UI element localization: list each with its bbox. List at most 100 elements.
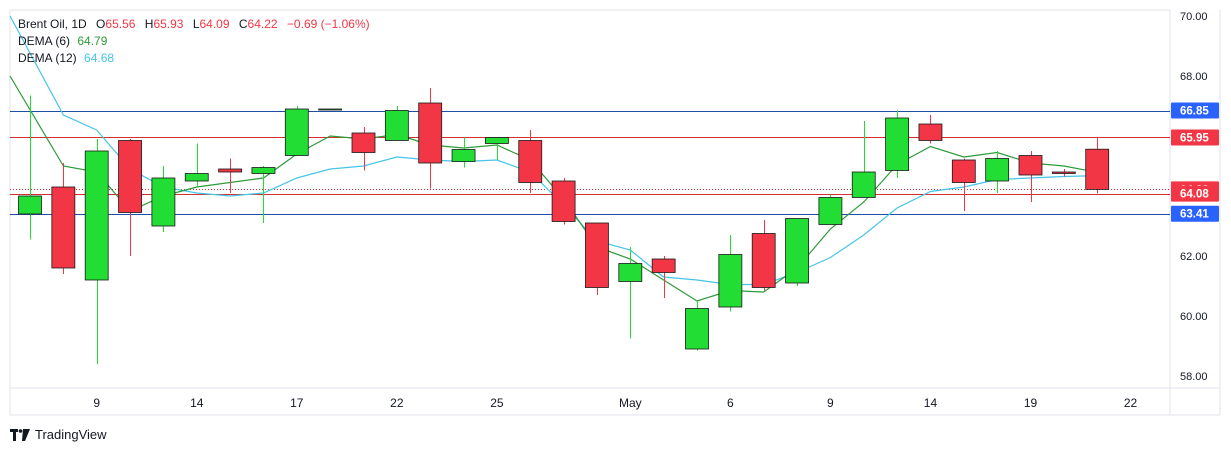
dema6-value: 64.79 <box>77 34 108 48</box>
candle-body <box>451 149 476 162</box>
candle-up <box>84 139 109 364</box>
dema6-label: DEMA (6) <box>18 34 71 48</box>
candle-body <box>251 167 276 174</box>
dema6-legend-row[interactable]: DEMA (6) 64.79 <box>18 33 370 50</box>
candle-body <box>1051 171 1076 174</box>
x-tick-label: 22 <box>1124 396 1138 410</box>
dema12-value: 64.68 <box>84 51 115 65</box>
ohlc-legend-row: Brent Oil, 1D O65.56 H65.93 L64.09 C64.2… <box>18 16 370 33</box>
candle-body <box>918 123 943 141</box>
candle-up <box>184 143 209 187</box>
dema12-label: DEMA (12) <box>18 51 77 65</box>
price-badge: 64.08 <box>1171 185 1219 202</box>
candle-body <box>1085 148 1110 190</box>
candle-up <box>484 137 509 160</box>
candle-down <box>1051 169 1076 177</box>
candle-body <box>418 102 443 164</box>
price-badge-bg <box>1171 205 1219 222</box>
candle-body <box>151 177 176 227</box>
x-tick-label: 9 <box>827 396 834 410</box>
candle-body <box>218 168 243 173</box>
high-value: 65.93 <box>153 17 184 31</box>
x-tick-label: 25 <box>490 396 504 410</box>
open-label: O <box>96 17 106 31</box>
brand-name: TradingView <box>35 427 107 442</box>
y-tick-label: 68.00 <box>1180 71 1208 83</box>
price-badge-bg <box>1171 102 1219 119</box>
candle-down <box>585 222 609 295</box>
candle-body <box>518 140 543 183</box>
candle-body <box>818 197 843 225</box>
x-tick-label: 6 <box>727 396 734 410</box>
candle-down <box>951 158 976 211</box>
candle-body <box>985 158 1010 182</box>
symbol-label: Brent Oil, 1D <box>18 17 87 31</box>
candle-body <box>184 173 209 182</box>
candle-up <box>451 137 476 168</box>
x-tick-label: 19 <box>1024 396 1038 410</box>
chart-legend: Brent Oil, 1D O65.56 H65.93 L64.09 C64.2… <box>18 16 370 67</box>
high-label: H <box>144 17 154 31</box>
low-label: L <box>192 17 200 31</box>
candle-body <box>384 110 409 141</box>
price-badge: 66.85 <box>1171 102 1219 119</box>
candle-up <box>885 110 909 178</box>
candle-body <box>585 222 609 288</box>
candle-up <box>851 121 876 198</box>
y-tick-label: 58.00 <box>1180 371 1208 383</box>
time-axis[interactable]: 9 14 17 22 25 May 6 9 14 19 22 <box>93 396 1137 410</box>
low-value: 64.09 <box>199 17 230 31</box>
candle-down <box>651 256 676 298</box>
candle-up <box>685 301 709 351</box>
x-tick-label: 9 <box>93 396 100 410</box>
change-value: −0.69 (−1.06%) <box>286 17 370 31</box>
x-tick-label: 17 <box>290 396 304 410</box>
candle-body <box>118 140 142 213</box>
candle-body <box>951 159 976 183</box>
candle-down <box>1018 151 1043 202</box>
candle-down <box>51 163 76 274</box>
candle-up <box>985 151 1010 193</box>
price-badge-label: 64.08 <box>1180 189 1209 201</box>
candle-body <box>1018 155 1043 176</box>
price-badge-label: 63.41 <box>1180 209 1209 221</box>
candle-down <box>918 115 943 144</box>
candle-down <box>551 178 576 225</box>
candle-up <box>785 218 809 286</box>
candle-down <box>218 158 243 193</box>
x-tick-label: 22 <box>390 396 404 410</box>
candlestick-series <box>18 88 1110 364</box>
tradingview-logo-icon <box>10 428 30 441</box>
candle-body <box>651 258 676 273</box>
tradingview-brand[interactable]: TradingView <box>10 427 107 442</box>
close-value: 64.22 <box>247 17 278 31</box>
candle-body <box>18 195 42 215</box>
candle-body <box>885 117 909 171</box>
candle-body <box>484 137 509 144</box>
price-badge: 63.41 <box>1171 205 1219 222</box>
x-tick-label: May <box>619 396 642 410</box>
candle-down <box>751 220 776 291</box>
candle-up <box>818 194 843 225</box>
price-badge-label: 65.95 <box>1180 133 1209 145</box>
price-badge-bg <box>1171 129 1219 146</box>
candle-body <box>284 108 309 156</box>
candle-up <box>251 166 276 223</box>
candle-down <box>351 127 376 171</box>
candle-down <box>118 139 142 256</box>
candle-body <box>851 171 876 198</box>
candle-body <box>618 263 643 282</box>
y-tick-label: 70.00 <box>1180 11 1208 23</box>
x-tick-label: 14 <box>190 396 204 410</box>
price-badge: 65.95 <box>1171 129 1219 146</box>
candle-body <box>751 233 776 288</box>
candle-body <box>318 108 343 111</box>
candle-up <box>618 247 643 339</box>
dema12-legend-row[interactable]: DEMA (12) 64.68 <box>18 50 370 67</box>
candle-up <box>318 108 343 111</box>
candle-body <box>51 186 76 269</box>
candle-up <box>718 235 743 312</box>
y-tick-label: 62.00 <box>1180 251 1208 263</box>
